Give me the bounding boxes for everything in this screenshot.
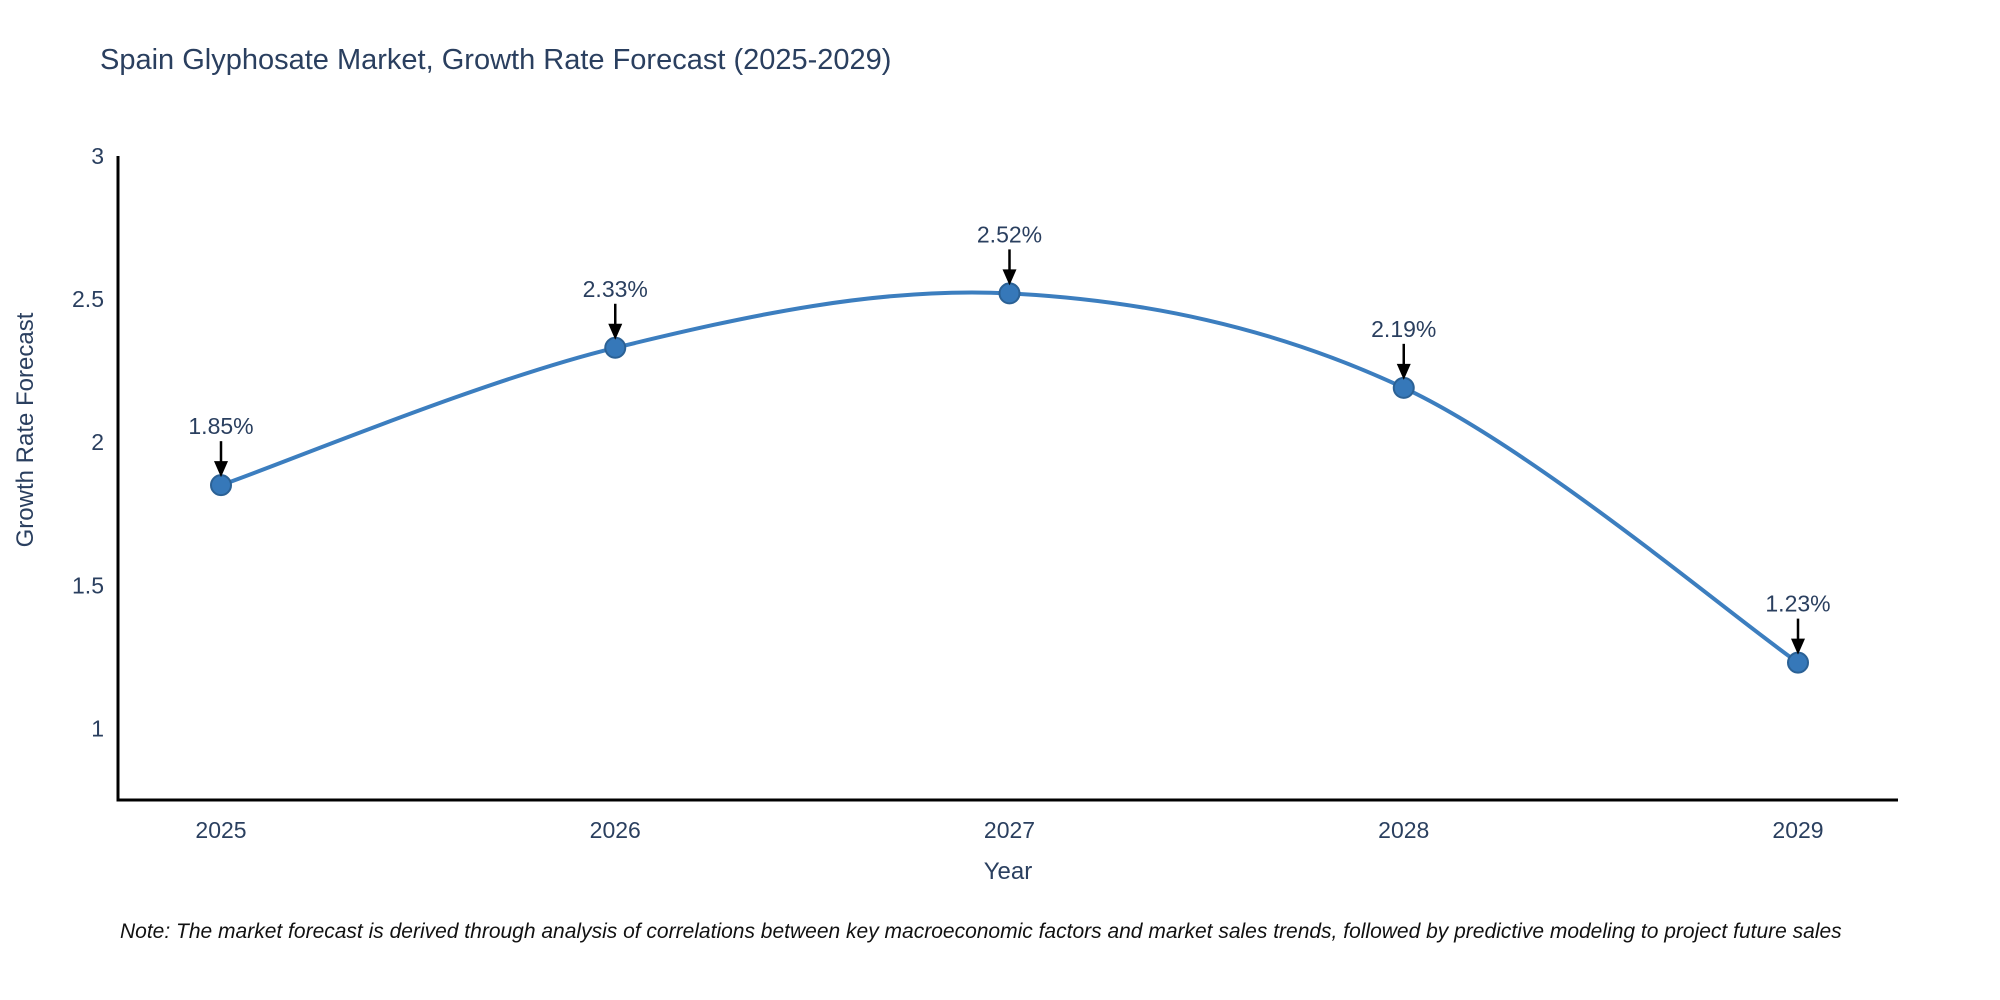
annotation-arrowhead-icon [608,323,623,340]
x-axis-title: Year [983,858,1033,885]
data-label-2028: 2.19% [1371,316,1436,342]
y-tick-label-3: 3 [91,143,104,169]
x-tick-label-2026: 2026 [590,817,641,843]
annotation-arrowhead-icon [1791,638,1805,655]
data-point-2028[interactable] [1392,376,1415,399]
y-tick-label-1: 1 [91,715,104,741]
annotation-arrowhead-icon [1396,363,1411,380]
data-point-2026[interactable] [604,336,627,359]
x-tick-label-2029: 2029 [1772,817,1823,843]
data-label-2029: 1.23% [1765,591,1830,617]
footnote: Note: The market forecast is derived thr… [120,920,1842,943]
data-point-2027[interactable] [998,282,1021,305]
data-point-2029[interactable] [1787,651,1809,674]
annotation-arrowhead-icon [214,461,228,478]
data-label-2026: 2.33% [583,276,648,302]
x-tick-label-2027: 2027 [984,817,1035,843]
x-tick-label-2028: 2028 [1378,817,1429,843]
forecast-spline-line [219,290,1800,665]
y-tick-label-2.5: 2.5 [72,286,104,312]
y-tick-label-1.5: 1.5 [72,572,104,598]
data-label-2025: 1.85% [188,413,253,439]
data-point-2025[interactable] [210,474,232,497]
chart-title: Spain Glyphosate Market, Growth Rate For… [100,44,892,76]
y-tick-label-2: 2 [91,429,104,455]
y-axis-title: Growth Rate Forecast [12,312,39,548]
annotation-arrowhead-icon [1002,269,1017,286]
axis-lines [116,156,1898,802]
data-label-2027: 2.52% [977,221,1042,247]
x-tick-label-2025: 2025 [195,817,246,843]
